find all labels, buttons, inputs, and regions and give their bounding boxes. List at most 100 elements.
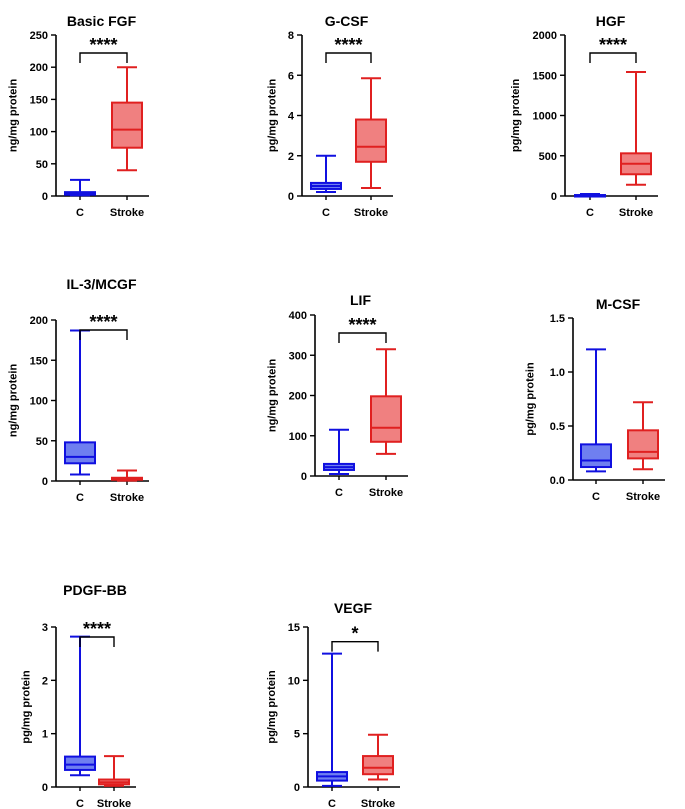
significance-label: * xyxy=(351,624,358,644)
chart-title: LIF xyxy=(350,292,371,308)
box-c xyxy=(64,635,96,777)
box-iqr xyxy=(64,441,96,465)
chart-panel-2: G-CSF 0 2 4 6 8 pg/mg protein C Stroke **** xyxy=(267,13,393,219)
box-c xyxy=(323,428,355,475)
y-tick-label: 500 xyxy=(539,151,557,163)
x-tick-label: C xyxy=(322,207,330,219)
y-tick-label: 5 xyxy=(294,729,300,741)
y-tick-label: 0 xyxy=(42,782,48,794)
significance-bracket: **** xyxy=(79,619,115,647)
y-tick-label: 0 xyxy=(42,476,48,488)
y-tick-label: 100 xyxy=(289,431,307,443)
box-c xyxy=(64,329,96,476)
box-c xyxy=(310,154,342,193)
box-c xyxy=(580,348,612,473)
x-tick-label: Stroke xyxy=(110,207,144,219)
chart-panel-1: Basic FGF 0 50 100 150 200 250 ng/mg protein C St… xyxy=(8,13,149,219)
box-stroke xyxy=(355,77,387,189)
significance-label: **** xyxy=(89,312,117,332)
chart-title: HGF xyxy=(596,13,626,29)
chart-panel-8: VEGF 0 5 10 15 pg/mg protein C Stroke * xyxy=(266,600,400,809)
x-tick-label: C xyxy=(76,492,84,504)
x-tick-label: C xyxy=(76,798,84,809)
x-tick-label: C xyxy=(335,487,343,499)
x-tick-label: Stroke xyxy=(626,491,660,503)
box-stroke xyxy=(111,469,143,482)
y-tick-label: 1 xyxy=(42,729,48,741)
y-tick-label: 0 xyxy=(551,191,557,203)
y-tick-label: 0 xyxy=(301,471,307,483)
x-tick-label: Stroke xyxy=(619,207,653,219)
bracket-line xyxy=(79,329,128,340)
y-tick-label: 4 xyxy=(288,111,295,123)
box-iqr xyxy=(362,755,394,776)
y-tick-label: 1500 xyxy=(533,70,557,82)
y-tick-label: 150 xyxy=(30,94,48,106)
box-stroke xyxy=(627,401,659,471)
y-tick-label: 150 xyxy=(30,355,48,367)
chart-panel-6: M-CSF 0.0 0.5 1.0 1.5 pg/mg protein C Stroke xyxy=(525,296,665,503)
y-tick-label: 0 xyxy=(42,191,48,203)
bracket-line xyxy=(589,52,637,63)
y-tick-label: 100 xyxy=(30,127,48,139)
box-stroke xyxy=(620,71,652,186)
y-tick-label: 1.5 xyxy=(550,313,565,325)
y-tick-label: 400 xyxy=(289,310,307,322)
significance-bracket: **** xyxy=(79,312,128,340)
y-axis-label: ng/mg protein xyxy=(8,364,20,438)
bracket-line xyxy=(331,640,379,652)
chart-title: G-CSF xyxy=(325,13,369,29)
y-tick-label: 250 xyxy=(30,30,48,42)
y-axis-label: pg/mg protein xyxy=(267,79,279,153)
bracket-line xyxy=(79,636,115,647)
bracket-line xyxy=(325,52,372,63)
y-axis-label: pg/mg protein xyxy=(510,79,522,153)
y-tick-label: 1000 xyxy=(533,111,557,123)
x-tick-label: C xyxy=(328,798,336,809)
y-axis-label: ng/mg protein xyxy=(8,79,20,153)
y-tick-label: 200 xyxy=(289,391,307,403)
x-tick-label: Stroke xyxy=(97,798,131,809)
x-tick-label: C xyxy=(592,491,600,503)
significance-bracket: * xyxy=(331,624,379,652)
box-stroke xyxy=(362,733,394,781)
significance-bracket: **** xyxy=(589,35,637,63)
y-tick-label: 2 xyxy=(288,151,294,163)
box-stroke xyxy=(98,755,130,787)
box-iqr xyxy=(111,101,143,149)
x-tick-label: C xyxy=(586,207,594,219)
significance-label: **** xyxy=(83,619,111,639)
y-tick-label: 200 xyxy=(30,315,48,327)
chart-title: VEGF xyxy=(334,600,373,616)
x-tick-label: Stroke xyxy=(110,492,144,504)
y-tick-label: 200 xyxy=(30,62,48,74)
y-tick-label: 50 xyxy=(36,436,48,448)
y-tick-label: 3 xyxy=(42,622,48,634)
chart-panel-7: PDGF-BB 0 1 2 3 pg/mg protein C Stroke **** xyxy=(21,582,136,809)
box-iqr xyxy=(580,443,612,469)
chart-title: M-CSF xyxy=(596,296,641,312)
box-iqr xyxy=(627,429,659,460)
significance-label: **** xyxy=(599,35,627,55)
bracket-line xyxy=(338,332,387,343)
y-tick-label: 0 xyxy=(288,191,294,203)
y-tick-label: 6 xyxy=(288,70,294,82)
y-tick-label: 50 xyxy=(36,159,48,171)
x-tick-label: Stroke xyxy=(361,798,395,809)
chart-title: Basic FGF xyxy=(67,13,137,29)
chart-panel-4: IL-3/MCGF 0 50 100 150 200 ng/mg protein C Strok… xyxy=(8,276,149,504)
y-tick-label: 15 xyxy=(288,622,300,634)
chart-panel-5: LIF 0 100 200 300 400 ng/mg protein C Stroke **** xyxy=(267,292,408,499)
box-c xyxy=(64,178,96,197)
significance-label: **** xyxy=(334,35,362,55)
chart-title: PDGF-BB xyxy=(63,582,127,598)
box-c xyxy=(574,192,606,198)
y-tick-label: 2 xyxy=(42,675,48,687)
box-iqr xyxy=(370,395,402,443)
y-axis-label: pg/mg protein xyxy=(21,670,33,744)
box-iqr xyxy=(64,755,96,771)
y-tick-label: 0.5 xyxy=(550,421,565,433)
y-tick-label: 100 xyxy=(30,396,48,408)
significance-bracket: **** xyxy=(325,35,372,63)
